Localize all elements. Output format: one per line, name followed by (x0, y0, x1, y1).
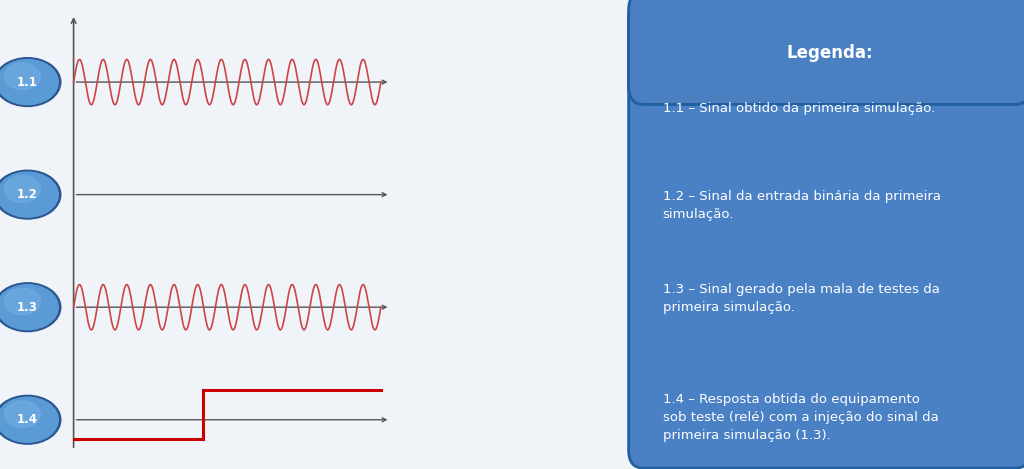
Text: 1.2 – Sinal da entrada binária da primeira
simulação.: 1.2 – Sinal da entrada binária da primei… (663, 190, 941, 221)
Text: 1.3: 1.3 (17, 301, 38, 314)
Circle shape (0, 283, 60, 332)
Circle shape (4, 288, 40, 315)
Circle shape (0, 60, 58, 105)
Text: 1.1 – Sinal obtido da primeira simulação.: 1.1 – Sinal obtido da primeira simulação… (663, 102, 935, 115)
Text: Legenda:: Legenda: (786, 44, 872, 61)
Text: 1.3 – Sinal gerado pela mala de testes da
primeira simulação.: 1.3 – Sinal gerado pela mala de testes d… (663, 283, 940, 314)
FancyBboxPatch shape (629, 0, 1024, 105)
Text: 1.4 – Resposta obtida do equipamento
sob teste (relé) com a injeção do sinal da
: 1.4 – Resposta obtida do equipamento sob… (663, 393, 938, 442)
FancyBboxPatch shape (629, 1, 1024, 468)
Circle shape (4, 176, 40, 202)
Circle shape (4, 401, 40, 427)
Circle shape (0, 172, 58, 217)
Text: 1.2: 1.2 (17, 188, 38, 201)
Circle shape (0, 170, 60, 219)
Circle shape (0, 58, 60, 106)
Circle shape (0, 397, 58, 442)
Circle shape (4, 63, 40, 90)
Circle shape (0, 395, 60, 444)
Circle shape (0, 285, 58, 330)
Text: 1.4: 1.4 (17, 413, 38, 426)
Text: 1.1: 1.1 (17, 76, 38, 89)
